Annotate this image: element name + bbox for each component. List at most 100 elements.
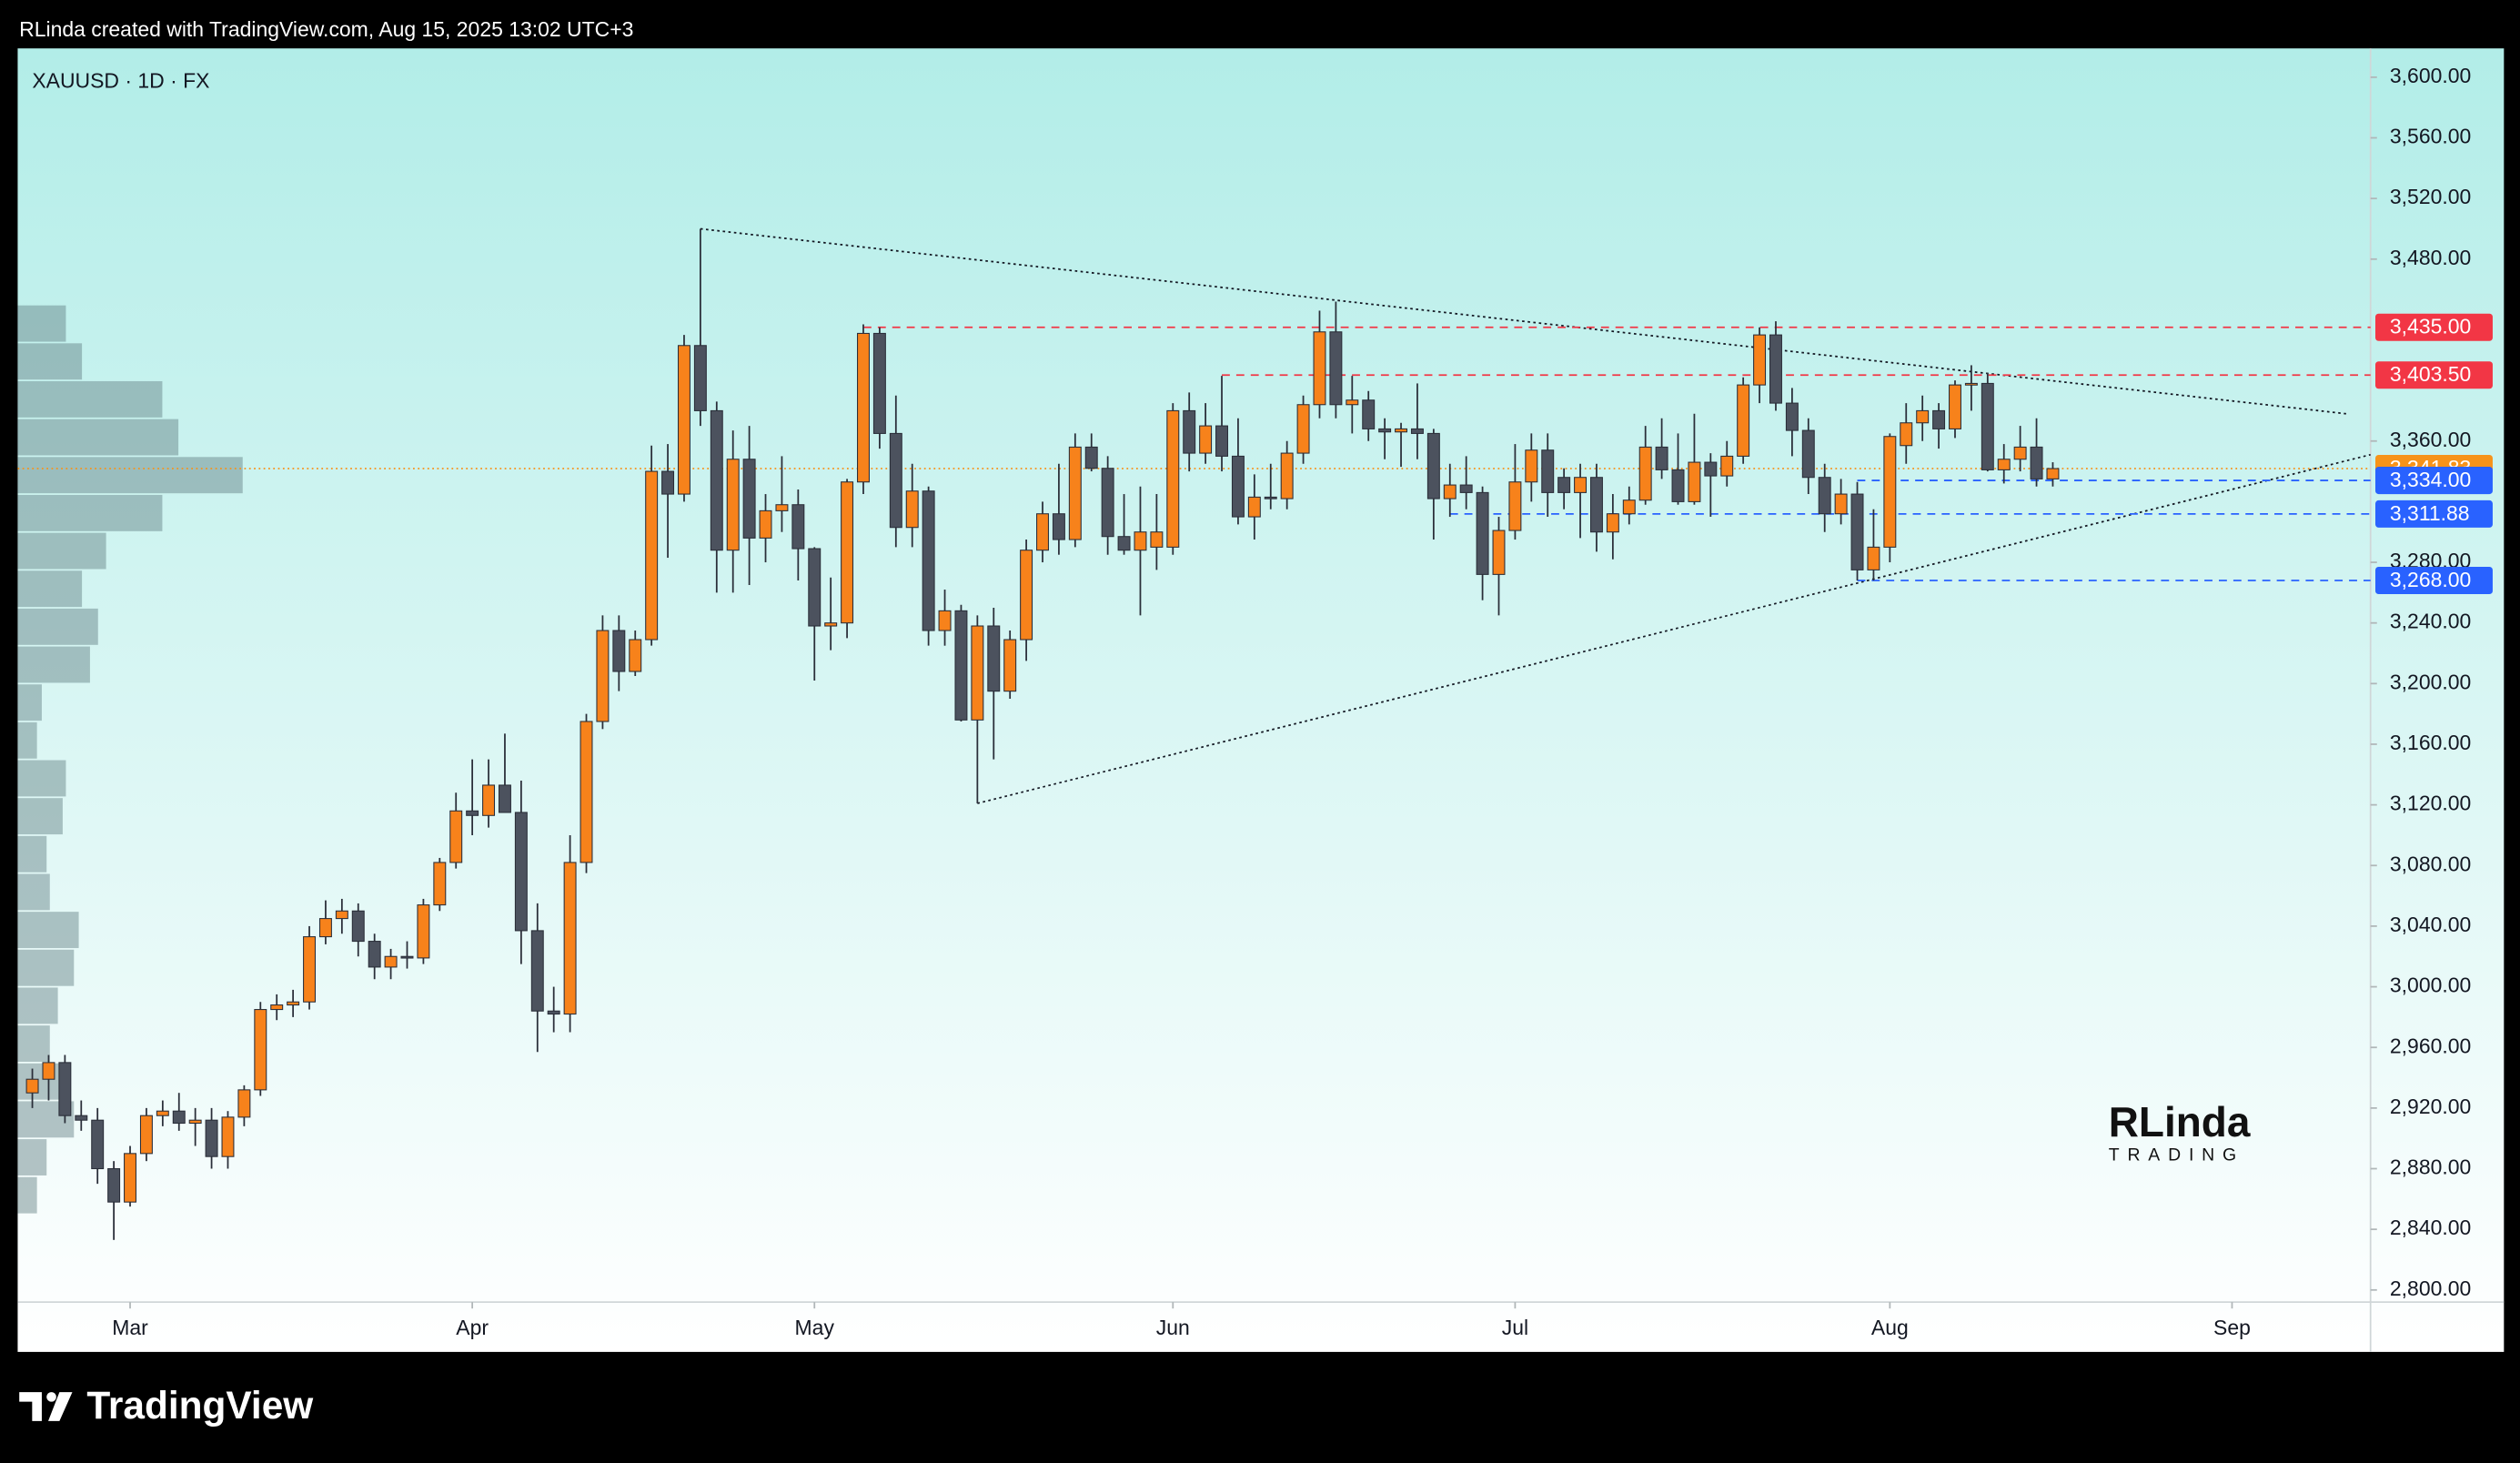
candle-body: [710, 409, 723, 551]
y-tick-label: 3,200.00: [2390, 670, 2471, 693]
candle-body: [2013, 446, 2027, 460]
candle-body: [1557, 477, 1571, 493]
candle-body: [1737, 384, 1750, 457]
volume-profile-bar: [17, 835, 47, 873]
price-level-badge: [2375, 499, 2493, 528]
candle-body: [1231, 455, 1245, 518]
candle-body: [1410, 428, 1424, 434]
candle-body: [58, 1062, 72, 1116]
y-tick-label: 2,920.00: [2390, 1095, 2471, 1118]
candle-body: [433, 862, 447, 906]
volume-profile-bar: [17, 873, 50, 911]
candle-body: [1932, 409, 1946, 429]
candle-body: [954, 610, 968, 721]
footer-logo-text: TradingView: [86, 1384, 314, 1427]
watermark-sub: TRADING: [2109, 1145, 2244, 1165]
candle-body: [1313, 331, 1326, 406]
candle-body: [530, 930, 544, 1012]
candle-body: [1704, 461, 1718, 477]
y-tick-label: 2,840.00: [2390, 1216, 2471, 1239]
y-tick-label: 3,120.00: [2390, 792, 2471, 815]
volume-profile-bar: [17, 532, 106, 570]
volume-profile-bar: [17, 380, 163, 418]
candle-body: [1117, 536, 1131, 551]
volume-profile-bar: [17, 457, 243, 494]
candle-body: [335, 910, 348, 920]
candle-body: [42, 1062, 55, 1080]
candle-body: [75, 1115, 88, 1121]
volume-profile-bar: [17, 949, 75, 986]
candle-body: [1052, 513, 1065, 540]
candle-body: [693, 345, 707, 411]
candle-body: [872, 332, 886, 434]
y-tick-label: 3,040.00: [2390, 913, 2471, 936]
candle-body: [1834, 493, 1848, 515]
symbol-label: XAUUSD · 1D · FX: [32, 68, 209, 92]
candle-body: [742, 459, 756, 539]
candle-body: [645, 470, 659, 641]
volume-profile-bar: [17, 912, 79, 949]
candle-body: [318, 918, 332, 938]
price-level-badge: [2375, 567, 2493, 595]
volume-profile-bar: [17, 305, 66, 342]
candle-body: [1622, 499, 1636, 515]
candle-body: [824, 622, 838, 627]
candle-body: [1476, 491, 1489, 575]
volume-profile-bar: [17, 798, 63, 835]
candle-body: [1850, 493, 1864, 570]
candle-body: [1818, 477, 1831, 515]
candle-body: [2030, 446, 2043, 479]
candle-body: [205, 1119, 218, 1157]
candle-body: [482, 784, 496, 816]
volume-profile-bar: [17, 608, 98, 645]
y-tick-label: 2,960.00: [2390, 1034, 2471, 1057]
price-level-label: 3,435.00: [2390, 315, 2471, 338]
candle-body: [1753, 334, 1767, 386]
candle-body: [417, 904, 430, 959]
candle-body: [1883, 436, 1897, 548]
candle-body: [1443, 484, 1457, 499]
candle-body: [124, 1153, 136, 1203]
candle-body: [287, 1001, 300, 1006]
candle-body: [1964, 382, 1978, 386]
x-tick-label: Jun: [1156, 1316, 1190, 1339]
volume-profile-bar: [17, 987, 58, 1024]
candle-body: [1166, 409, 1180, 548]
y-tick-label: 3,360.00: [2390, 428, 2471, 451]
candle-body: [1150, 531, 1164, 548]
candle-body: [1574, 477, 1588, 493]
candle-body: [1068, 446, 1082, 540]
candle-body: [384, 955, 398, 968]
volume-profile-bar: [17, 1176, 37, 1214]
candle-body: [2046, 468, 2060, 479]
volume-profile-bar: [17, 760, 66, 797]
candle-body: [25, 1078, 39, 1094]
candle-body: [1003, 639, 1017, 692]
candle-body: [841, 481, 854, 624]
candle-body: [1036, 513, 1049, 551]
candle-body: [808, 548, 822, 627]
candle-body: [1589, 477, 1603, 533]
candle-body: [1655, 446, 1668, 470]
price-level-label: 3,311.88: [2390, 501, 2470, 525]
trendline: [700, 227, 2346, 415]
watermark-name: RLinda: [2109, 1098, 2251, 1145]
volume-profile-bar: [17, 721, 37, 759]
candle-body: [580, 721, 593, 863]
x-tick-label: Aug: [1871, 1316, 1909, 1339]
candle-body: [1801, 429, 1815, 479]
x-tick-label: Apr: [456, 1316, 489, 1339]
candle-body: [1688, 461, 1701, 502]
candle-body: [1346, 399, 1359, 406]
y-tick-label: 3,080.00: [2390, 852, 2471, 875]
y-tick-label: 3,600.00: [2390, 64, 2471, 87]
y-tick-label: 3,560.00: [2390, 125, 2471, 148]
candle-body: [1199, 425, 1213, 454]
y-tick-label: 3,160.00: [2390, 731, 2471, 754]
candle-body: [1638, 446, 1652, 501]
y-tick-label: 3,240.00: [2390, 610, 2471, 633]
candle-body: [1296, 404, 1310, 454]
y-tick-label: 3,480.00: [2390, 246, 2471, 269]
candle-body: [1769, 334, 1782, 404]
